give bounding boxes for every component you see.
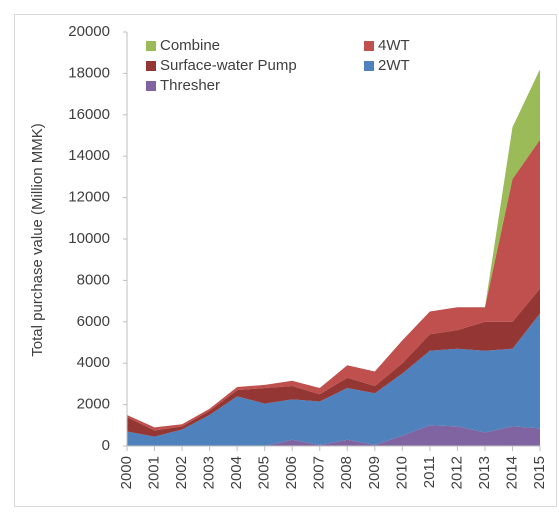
x-tick-label: 2011 [421, 456, 438, 488]
area [127, 313, 540, 446]
y-tick-label: 14000 [68, 147, 110, 164]
legend-label: 4WT [378, 37, 410, 54]
legend-swatch [146, 81, 156, 91]
area [127, 425, 540, 446]
x-tick-label: 2007 [311, 456, 328, 489]
y-tick-label: 0 [102, 437, 110, 454]
x-tick-label: 2014 [503, 456, 520, 489]
x-tick-label: 2000 [118, 456, 135, 489]
legend-label: Thresher [160, 77, 220, 94]
y-tick-label: 2000 [77, 396, 110, 413]
y-tick-label: 12000 [68, 189, 110, 206]
y-tick-label: 8000 [77, 271, 110, 288]
legend-label: Surface-water Pump [160, 57, 297, 74]
y-tick-label: 20000 [68, 23, 110, 40]
legend-swatch [146, 61, 156, 71]
area [127, 288, 540, 437]
x-tick-label: 2010 [393, 456, 410, 489]
legend-swatch [364, 41, 374, 51]
x-tick-label: 2005 [256, 456, 273, 489]
legend-swatch [364, 61, 374, 71]
x-tick-label: 2013 [476, 456, 493, 489]
x-tick-label: 2003 [201, 456, 218, 489]
x-tick-label: 2002 [173, 456, 190, 489]
y-tick-label: 18000 [68, 64, 110, 81]
y-tick-label: 10000 [68, 230, 110, 247]
x-tick-label: 2004 [228, 456, 245, 489]
x-tick-label: 2009 [366, 456, 383, 489]
y-axis-title: Total purchase value (Million MMK) [29, 123, 46, 356]
x-tick-label: 2006 [283, 456, 300, 489]
legend-label: 2WT [378, 57, 410, 74]
x-tick-label: 2012 [448, 456, 465, 489]
y-tick-label: 4000 [77, 354, 110, 371]
y-tick-label: 6000 [77, 313, 110, 330]
legend-swatch [146, 41, 156, 51]
legend-label: Combine [160, 37, 220, 54]
y-tick-label: 16000 [68, 106, 110, 123]
x-tick-label: 2001 [146, 456, 163, 489]
x-tick-label: 2015 [531, 456, 548, 489]
x-tick-label: 2008 [338, 456, 355, 489]
